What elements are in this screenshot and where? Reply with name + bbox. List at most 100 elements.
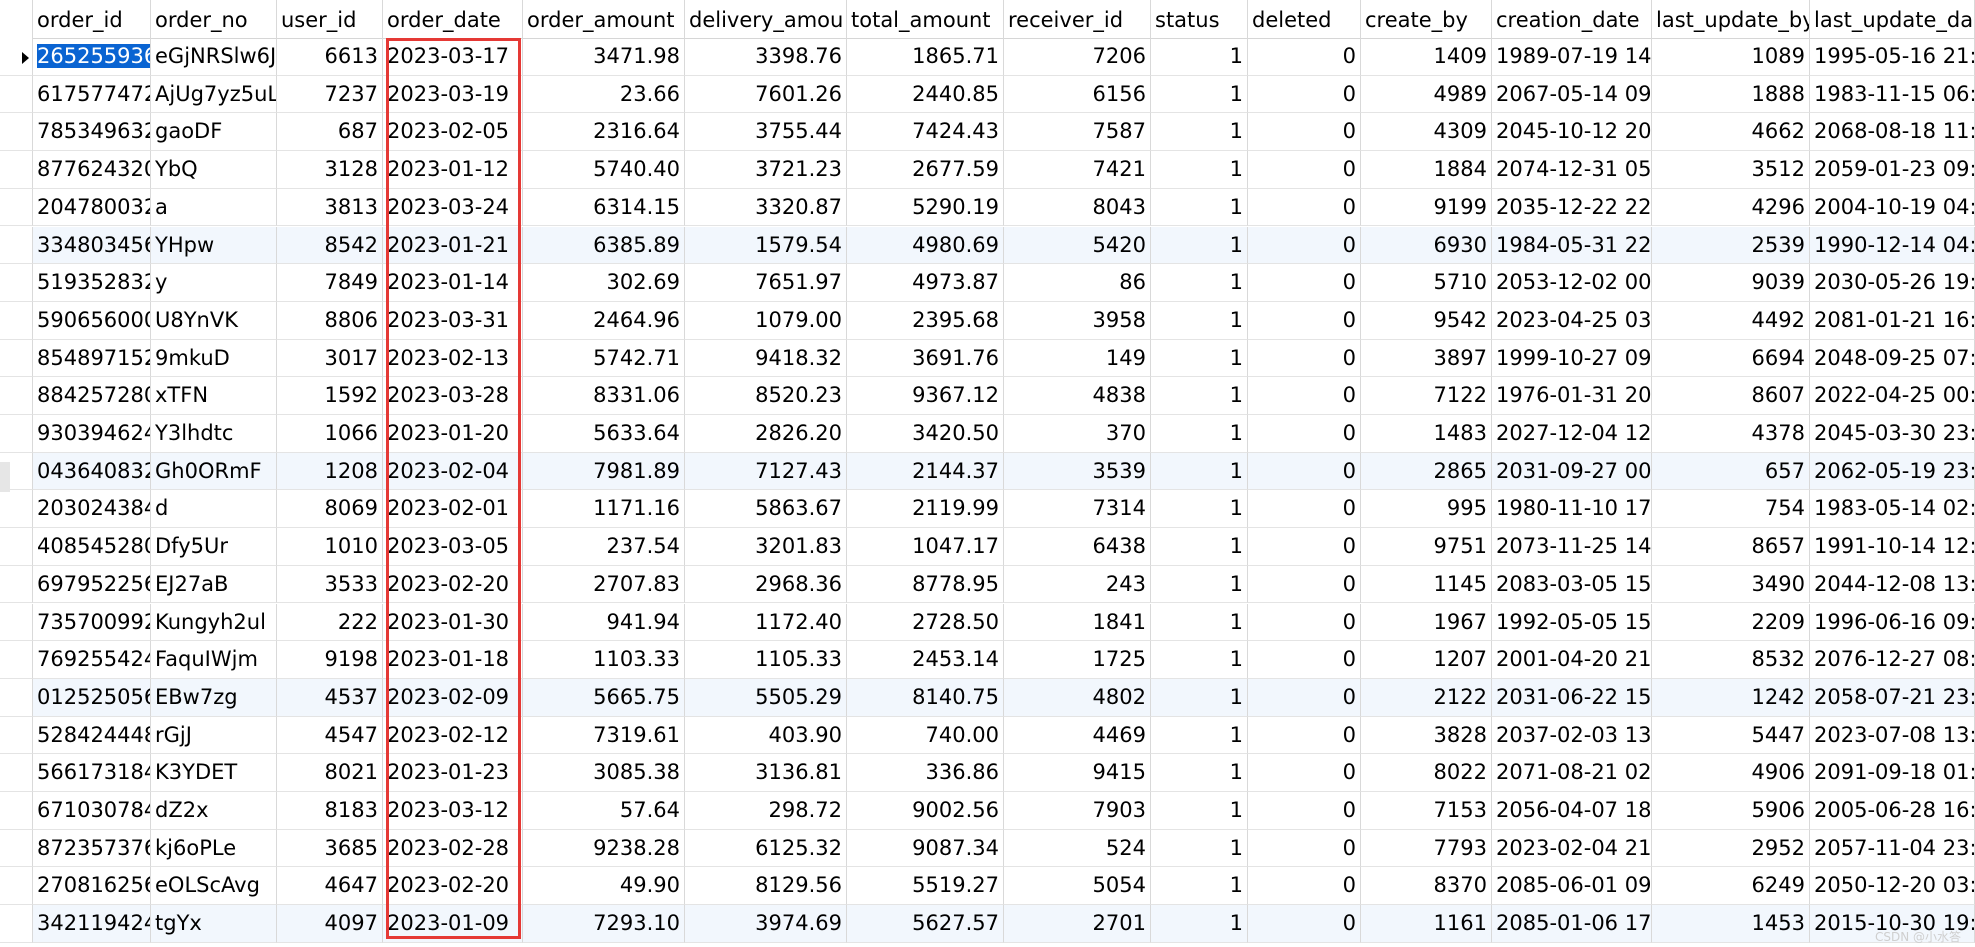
column-header-user-id[interactable]: user_id bbox=[277, 0, 383, 38]
table-cell-receiver-id[interactable]: 8043 bbox=[1004, 188, 1151, 227]
table-cell-creation-date[interactable]: 2023-02-04 21: bbox=[1492, 829, 1652, 868]
table-row[interactable]: 854897152 9mkuD 3017 2023-02-13 5742.71 9418.… bbox=[0, 339, 1975, 378]
table-cell-order-amount[interactable]: 7293.10 bbox=[523, 905, 685, 943]
table-cell-order-amount[interactable]: 2316.64 bbox=[523, 113, 685, 152]
table-cell-user-id[interactable]: 7849 bbox=[277, 264, 383, 302]
table-cell-status[interactable]: 1 bbox=[1151, 113, 1248, 152]
table-cell-creation-date[interactable]: 1992-05-05 15: bbox=[1492, 603, 1652, 642]
table-cell-order-no[interactable]: a bbox=[151, 188, 277, 227]
table-cell-last-update-by[interactable]: 6249 bbox=[1652, 867, 1810, 906]
table-cell-order-date[interactable]: 2023-03-28 bbox=[383, 377, 523, 415]
table-cell-last-update-da[interactable]: 2081-01-21 16: bbox=[1810, 301, 1975, 340]
table-cell-last-update-da[interactable]: 2004-10-19 04: bbox=[1810, 188, 1975, 227]
row-indicator[interactable] bbox=[0, 528, 33, 566]
table-cell-create-by[interactable]: 1884 bbox=[1361, 151, 1492, 189]
table-cell-status[interactable]: 1 bbox=[1151, 301, 1248, 340]
side-scroll-handle[interactable] bbox=[0, 462, 10, 492]
table-cell-order-no[interactable]: YbQ bbox=[151, 151, 277, 189]
table-cell-order-no[interactable]: gaoDF bbox=[151, 113, 277, 152]
table-cell-total-amount[interactable]: 1865.71 bbox=[847, 38, 1004, 76]
column-header-status[interactable]: status bbox=[1151, 0, 1248, 38]
table-cell-creation-date[interactable]: 2053-12-02 00: bbox=[1492, 264, 1652, 302]
table-cell-last-update-da[interactable]: 2076-12-27 08: bbox=[1810, 641, 1975, 679]
table-cell-creation-date[interactable]: 2071-08-21 02: bbox=[1492, 754, 1652, 792]
table-cell-deleted[interactable]: 0 bbox=[1248, 188, 1361, 227]
table-cell-last-update-da[interactable]: 1983-05-14 02: bbox=[1810, 490, 1975, 529]
table-cell-last-update-by[interactable]: 1453 bbox=[1652, 905, 1810, 943]
table-cell-creation-date[interactable]: 2073-11-25 14: bbox=[1492, 528, 1652, 566]
table-cell-last-update-da[interactable]: 2022-04-25 00: bbox=[1810, 377, 1975, 415]
table-cell-order-date[interactable]: 2023-01-21 bbox=[383, 226, 523, 265]
table-cell-last-update-by[interactable]: 8532 bbox=[1652, 641, 1810, 679]
table-cell-creation-date[interactable]: 2031-06-22 15: bbox=[1492, 678, 1652, 717]
table-cell-user-id[interactable]: 1010 bbox=[277, 528, 383, 566]
table-cell-status[interactable]: 1 bbox=[1151, 754, 1248, 792]
table-cell-order-id[interactable]: 203024384 bbox=[33, 490, 151, 529]
table-cell-deleted[interactable]: 0 bbox=[1248, 528, 1361, 566]
table-cell-order-no[interactable]: Gh0ORmF bbox=[151, 452, 277, 491]
table-cell-last-update-by[interactable]: 657 bbox=[1652, 452, 1810, 491]
table-row[interactable]: 342119424 tgYx 4097 2023-01-09 7293.10 3974.6… bbox=[0, 905, 1975, 943]
table-row[interactable]: 785349632 gaoDF 687 2023-02-05 2316.64 3755.4… bbox=[0, 113, 1975, 152]
table-cell-status[interactable]: 1 bbox=[1151, 792, 1248, 830]
table-cell-order-no[interactable]: YHpw bbox=[151, 226, 277, 265]
table-cell-create-by[interactable]: 9542 bbox=[1361, 301, 1492, 340]
table-row[interactable]: 877624320 YbQ 3128 2023-01-12 5740.40 3721.23… bbox=[0, 151, 1975, 189]
table-cell-last-update-da[interactable]: 2057-11-04 23: bbox=[1810, 829, 1975, 868]
table-cell-user-id[interactable]: 1592 bbox=[277, 377, 383, 415]
table-cell-deleted[interactable]: 0 bbox=[1248, 301, 1361, 340]
table-cell-order-id[interactable]: 012525056 bbox=[33, 678, 151, 717]
table-cell-order-amount[interactable]: 237.54 bbox=[523, 528, 685, 566]
table-cell-creation-date[interactable]: 2083-03-05 15: bbox=[1492, 565, 1652, 604]
table-cell-receiver-id[interactable]: 7206 bbox=[1004, 38, 1151, 76]
table-cell-receiver-id[interactable]: 86 bbox=[1004, 264, 1151, 302]
table-row[interactable]: 334803456 YHpw 8542 2023-01-21 6385.89 1579.5… bbox=[0, 226, 1975, 265]
table-cell-last-update-da[interactable]: 2059-01-23 09: bbox=[1810, 151, 1975, 189]
table-cell-total-amount[interactable]: 740.00 bbox=[847, 716, 1004, 755]
table-cell-order-date[interactable]: 2023-01-14 bbox=[383, 264, 523, 302]
table-cell-order-id[interactable]: 769255424 bbox=[33, 641, 151, 679]
table-cell-user-id[interactable]: 9198 bbox=[277, 641, 383, 679]
table-cell-order-amount[interactable]: 57.64 bbox=[523, 792, 685, 830]
table-cell-delivery-amou[interactable]: 298.72 bbox=[685, 792, 847, 830]
table-cell-user-id[interactable]: 8806 bbox=[277, 301, 383, 340]
table-cell-delivery-amou[interactable]: 3974.69 bbox=[685, 905, 847, 943]
table-cell-creation-date[interactable]: 1984-05-31 22: bbox=[1492, 226, 1652, 265]
table-cell-status[interactable]: 1 bbox=[1151, 641, 1248, 679]
table-cell-create-by[interactable]: 1207 bbox=[1361, 641, 1492, 679]
table-cell-status[interactable]: 1 bbox=[1151, 75, 1248, 114]
table-cell-create-by[interactable]: 1161 bbox=[1361, 905, 1492, 943]
table-row[interactable]: 769255424 FaquIWjm 9198 2023-01-18 1103.33 11… bbox=[0, 641, 1975, 679]
table-cell-user-id[interactable]: 8542 bbox=[277, 226, 383, 265]
table-cell-total-amount[interactable]: 2395.68 bbox=[847, 301, 1004, 340]
table-cell-order-amount[interactable]: 7319.61 bbox=[523, 716, 685, 755]
table-cell-receiver-id[interactable]: 9415 bbox=[1004, 754, 1151, 792]
table-row[interactable]: 408545280 Dfy5Ur 1010 2023-03-05 237.54 3201.… bbox=[0, 528, 1975, 566]
table-cell-order-no[interactable]: kj6oPLe bbox=[151, 829, 277, 868]
row-indicator[interactable] bbox=[0, 377, 33, 415]
table-cell-order-date[interactable]: 2023-02-20 bbox=[383, 867, 523, 906]
table-cell-total-amount[interactable]: 5627.57 bbox=[847, 905, 1004, 943]
row-indicator[interactable] bbox=[0, 188, 33, 227]
table-cell-order-amount[interactable]: 5742.71 bbox=[523, 339, 685, 378]
table-cell-create-by[interactable]: 2122 bbox=[1361, 678, 1492, 717]
table-row[interactable]: 203024384 d 8069 2023-02-01 1171.16 5863.67 21… bbox=[0, 490, 1975, 529]
table-cell-receiver-id[interactable]: 243 bbox=[1004, 565, 1151, 604]
table-cell-order-id[interactable]: 265255936 bbox=[33, 38, 151, 76]
row-indicator[interactable] bbox=[0, 151, 33, 189]
table-cell-status[interactable]: 1 bbox=[1151, 528, 1248, 566]
table-cell-deleted[interactable]: 0 bbox=[1248, 415, 1361, 453]
table-cell-deleted[interactable]: 0 bbox=[1248, 339, 1361, 378]
table-cell-user-id[interactable]: 4647 bbox=[277, 867, 383, 906]
table-cell-creation-date[interactable]: 2031-09-27 00: bbox=[1492, 452, 1652, 491]
table-cell-total-amount[interactable]: 7424.43 bbox=[847, 113, 1004, 152]
column-header-creation-date[interactable]: creation_date bbox=[1492, 0, 1652, 38]
table-row[interactable]: 270816256 eOLScAvg 4647 2023-02-20 49.90 8129… bbox=[0, 867, 1975, 906]
table-cell-order-no[interactable]: y bbox=[151, 264, 277, 302]
table-cell-last-update-da[interactable]: 2048-09-25 07: bbox=[1810, 339, 1975, 378]
table-cell-last-update-by[interactable]: 3512 bbox=[1652, 151, 1810, 189]
table-cell-status[interactable]: 1 bbox=[1151, 151, 1248, 189]
table-cell-order-amount[interactable]: 8331.06 bbox=[523, 377, 685, 415]
table-cell-create-by[interactable]: 1145 bbox=[1361, 565, 1492, 604]
table-cell-deleted[interactable]: 0 bbox=[1248, 151, 1361, 189]
